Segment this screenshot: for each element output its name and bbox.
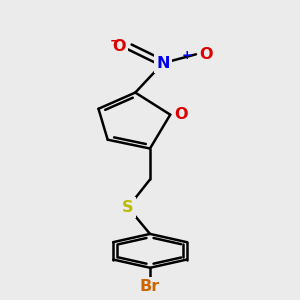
Text: +: +: [181, 49, 192, 62]
Text: Br: Br: [140, 279, 160, 294]
Text: O: O: [174, 107, 188, 122]
Text: −: −: [110, 34, 120, 48]
Text: S: S: [122, 200, 134, 215]
Text: O: O: [200, 47, 213, 62]
Text: O: O: [112, 39, 126, 54]
Text: N: N: [156, 56, 169, 70]
